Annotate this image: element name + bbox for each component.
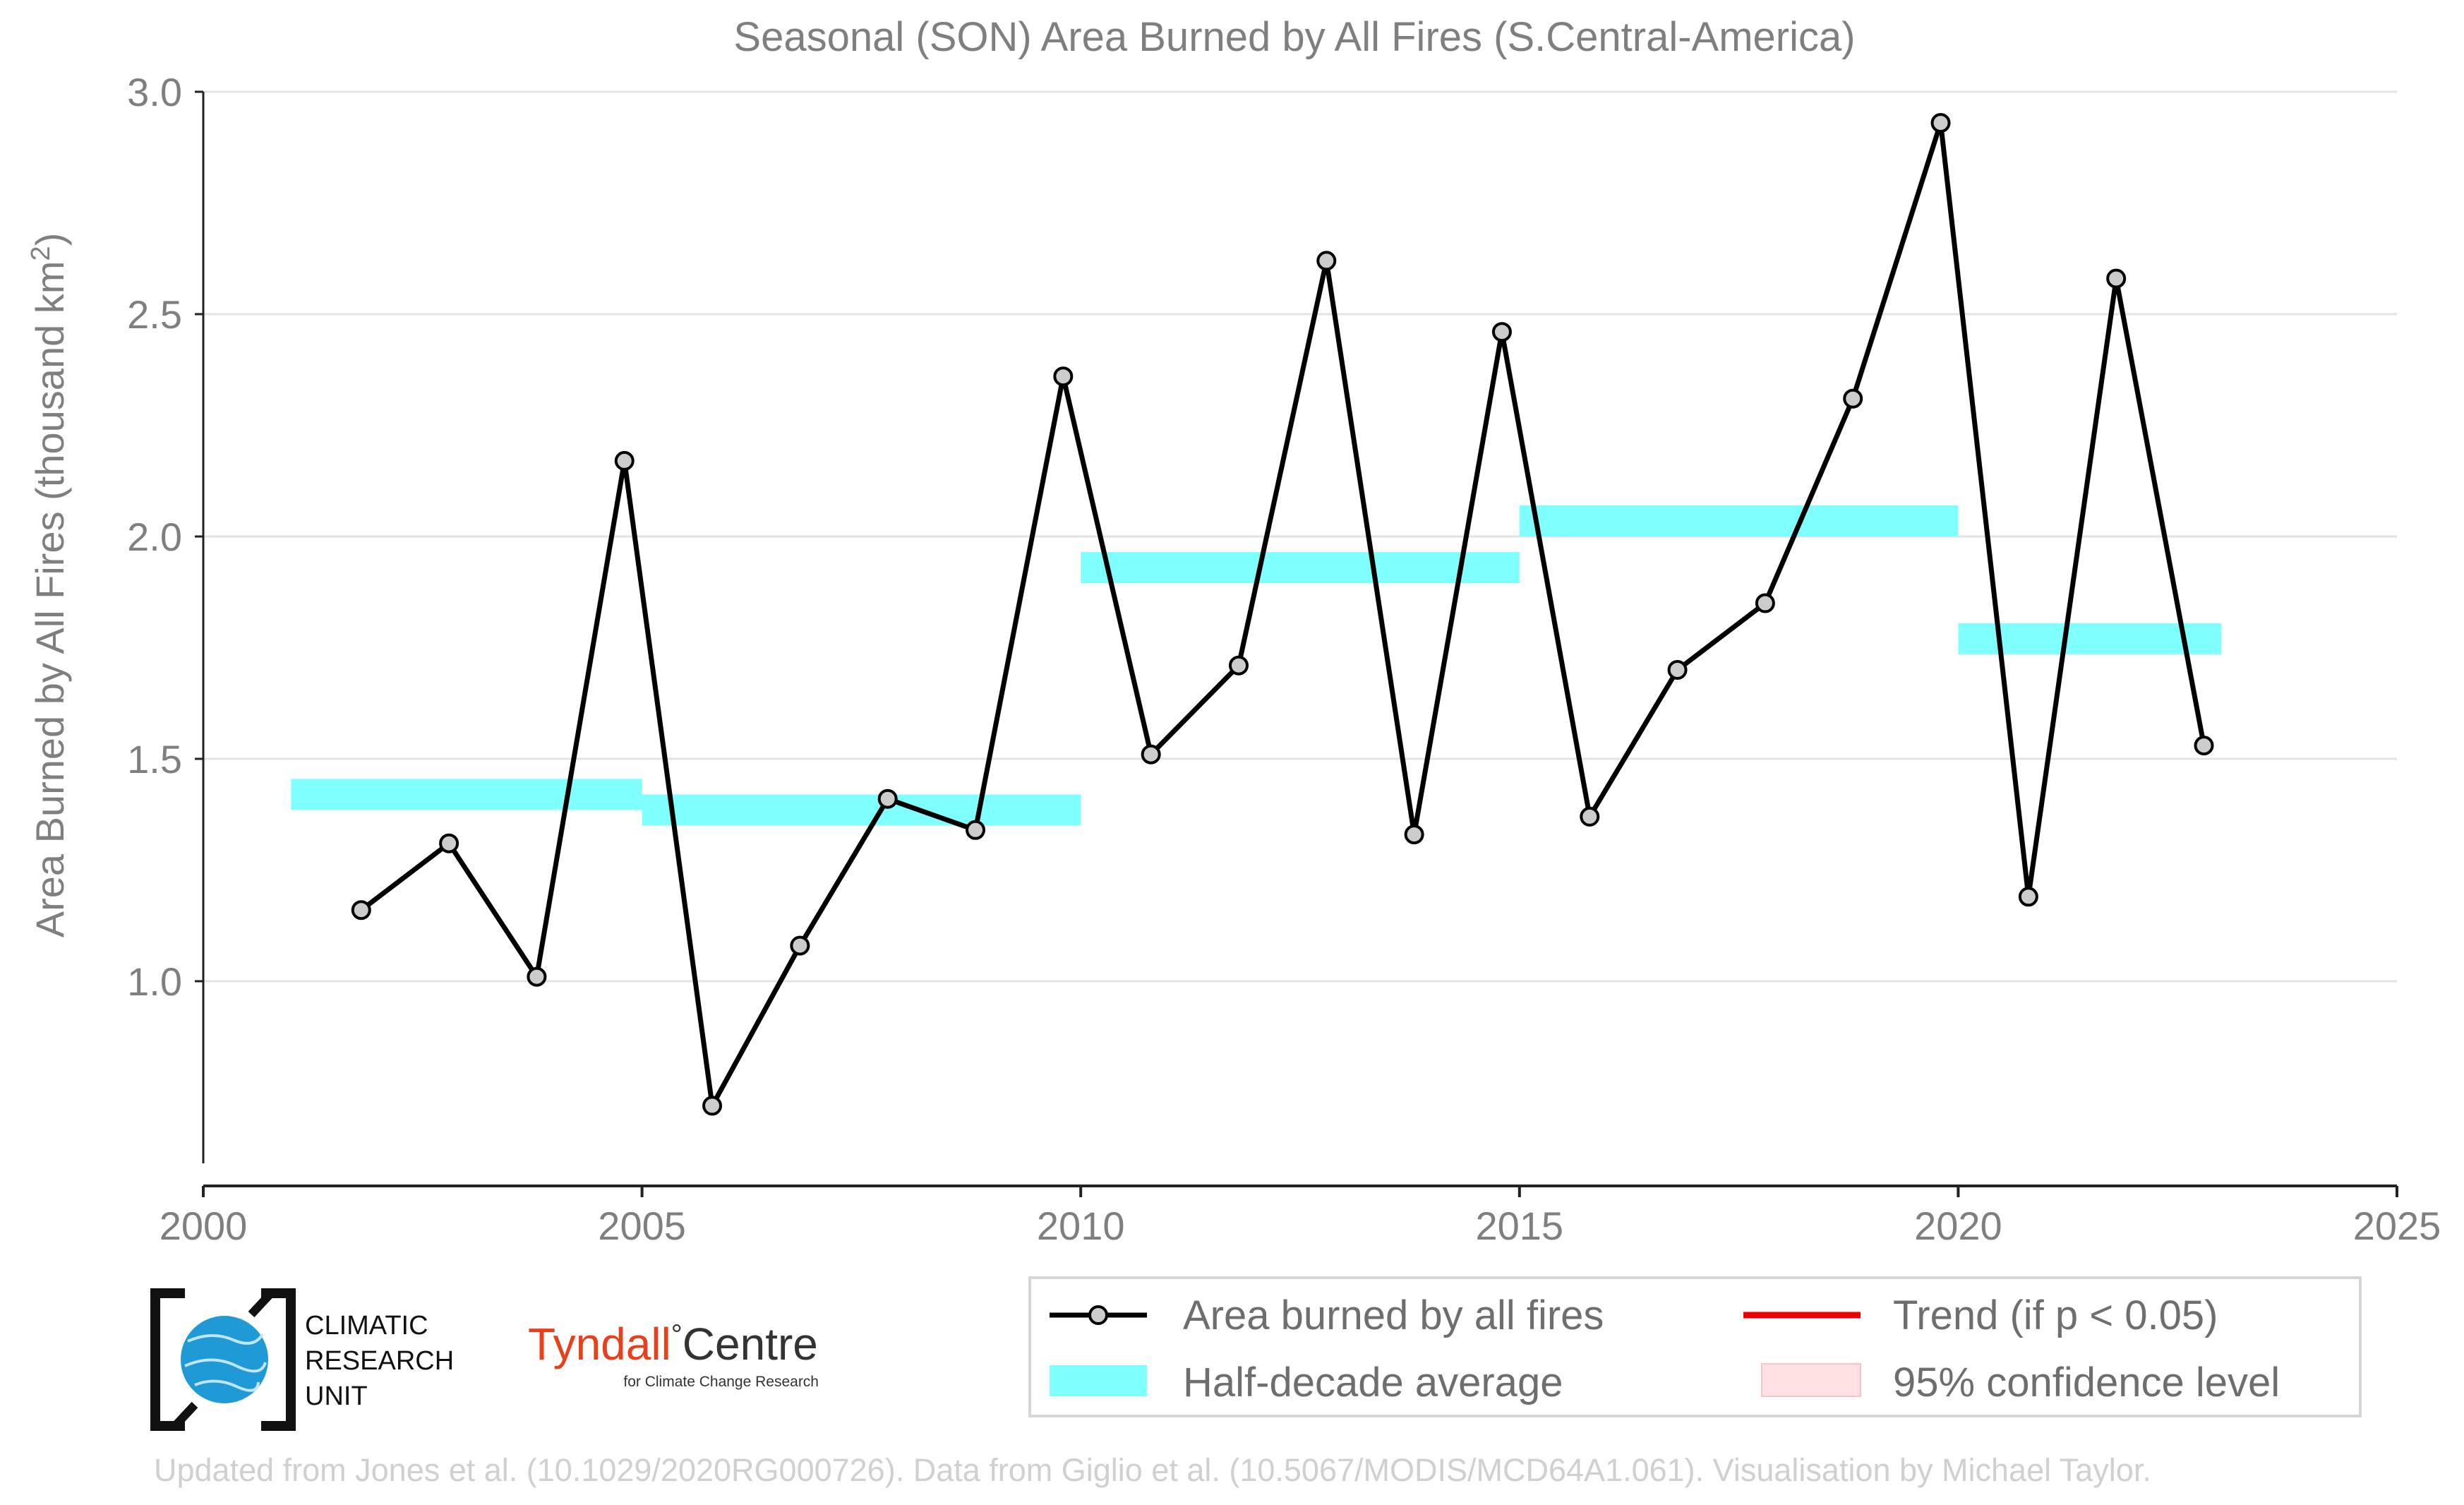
legend-box bbox=[1028, 1276, 2362, 1417]
data-point bbox=[1755, 593, 1775, 613]
series-line-group bbox=[359, 120, 2206, 1108]
data-point bbox=[2194, 736, 2214, 756]
chart-title: Seasonal (SON) Area Burned by All Fires … bbox=[733, 14, 1855, 60]
cru-logo-left-bracket bbox=[150, 1288, 185, 1431]
data-point bbox=[877, 789, 898, 809]
data-point bbox=[702, 1096, 723, 1116]
legend-label-area-burned: Area burned by all fires bbox=[1183, 1293, 1604, 1338]
series-line-area-burned bbox=[359, 120, 2206, 1108]
cru-globe-contour bbox=[187, 1333, 264, 1345]
y-axis-label-main: Area Burned by All Fires (thousand km bbox=[28, 261, 72, 938]
legend-label-trend: Trend (if p < 0.05) bbox=[1893, 1293, 2218, 1338]
x-tick-label: 2000 bbox=[160, 1204, 248, 1248]
tyndall-tagline: for Climate Change Research bbox=[623, 1374, 819, 1390]
cru-logo-text-line3: UNIT bbox=[305, 1381, 368, 1411]
tyndall-name-b: Centre bbox=[683, 1319, 818, 1369]
legend-label-confidence: 95% confidence level bbox=[1893, 1360, 2280, 1405]
legend-marker-swatch bbox=[1088, 1305, 1108, 1325]
y-axis-label: Area Burned by All Fires (thousand km2) bbox=[26, 233, 72, 937]
data-point bbox=[1404, 825, 1424, 845]
data-point bbox=[439, 833, 459, 853]
data-point bbox=[1843, 388, 1863, 409]
y-tick-label: 1.5 bbox=[127, 737, 182, 781]
tyndall-logo: Tyndall°Centre for Climate Change Resear… bbox=[528, 1319, 819, 1390]
half-decade-bar bbox=[642, 794, 1081, 826]
tyndall-name-a: Tyndall bbox=[528, 1319, 671, 1369]
x-tick-label: 2010 bbox=[1037, 1204, 1125, 1248]
data-point bbox=[790, 935, 810, 956]
gridlines bbox=[203, 90, 2397, 983]
legend-confidence-swatch bbox=[1761, 1363, 1861, 1397]
data-point bbox=[614, 450, 635, 471]
data-point bbox=[1228, 655, 1249, 676]
tyndall-degree: ° bbox=[671, 1319, 683, 1350]
data-point bbox=[2106, 268, 2127, 289]
data-point bbox=[966, 820, 986, 840]
data-point bbox=[1141, 744, 1161, 765]
y-tick-label: 2.5 bbox=[127, 292, 182, 337]
cru-logo-right-bracket bbox=[261, 1288, 296, 1431]
cru-logo-slash-top bbox=[248, 1290, 275, 1318]
y-axis-label-superscript: 2 bbox=[26, 246, 56, 260]
x-tick-label: 2005 bbox=[598, 1204, 686, 1248]
data-point bbox=[1316, 251, 1337, 271]
y-tick-label: 1.0 bbox=[127, 959, 182, 1004]
y-tick-label: 2.0 bbox=[127, 515, 182, 559]
data-point bbox=[2018, 887, 2038, 907]
x-tick-label: 2015 bbox=[1476, 1204, 1564, 1248]
axes: 1.0 1.5 2.0 2.5 3.0 2000 2005 2010 2015 2020 2025 bbox=[127, 70, 2441, 1248]
legend-half-decade-swatch bbox=[1050, 1365, 1147, 1396]
data-point bbox=[1930, 113, 1951, 133]
data-point bbox=[1491, 322, 1512, 342]
data-point bbox=[1580, 806, 1600, 827]
series-markers bbox=[351, 113, 2214, 1116]
cru-logo-text-line1: CLIMATIC bbox=[305, 1311, 428, 1341]
half-decade-bar bbox=[1519, 505, 1959, 536]
half-decade-bars bbox=[291, 505, 2222, 826]
data-point bbox=[1667, 660, 1688, 680]
x-tick-label: 2020 bbox=[1914, 1204, 2002, 1248]
cru-logo-slash-bottom bbox=[172, 1401, 198, 1429]
x-tick-label: 2025 bbox=[2353, 1204, 2441, 1248]
data-point bbox=[1053, 366, 1074, 387]
tyndall-wordmark: Tyndall°Centre bbox=[528, 1319, 818, 1369]
y-axis-label-close: ) bbox=[28, 233, 72, 246]
cru-globe-contour bbox=[184, 1358, 267, 1373]
cru-globe-contour bbox=[194, 1379, 260, 1392]
legend: Area burned by all fires Trend (if p < 0… bbox=[1028, 1276, 2362, 1417]
y-tick-label: 3.0 bbox=[127, 70, 182, 114]
legend-label-half-decade: Half-decade average bbox=[1183, 1360, 1563, 1405]
cru-logo: CLIMATIC RESEARCH UNIT bbox=[150, 1288, 454, 1431]
cru-logo-text-line2: RESEARCH bbox=[305, 1346, 454, 1376]
half-decade-bar bbox=[291, 779, 642, 810]
half-decade-bar bbox=[1081, 552, 1520, 584]
footer-credit: Updated from Jones et al. (10.1029/2020R… bbox=[154, 1452, 2151, 1488]
data-point bbox=[351, 900, 371, 921]
data-point bbox=[527, 966, 547, 987]
